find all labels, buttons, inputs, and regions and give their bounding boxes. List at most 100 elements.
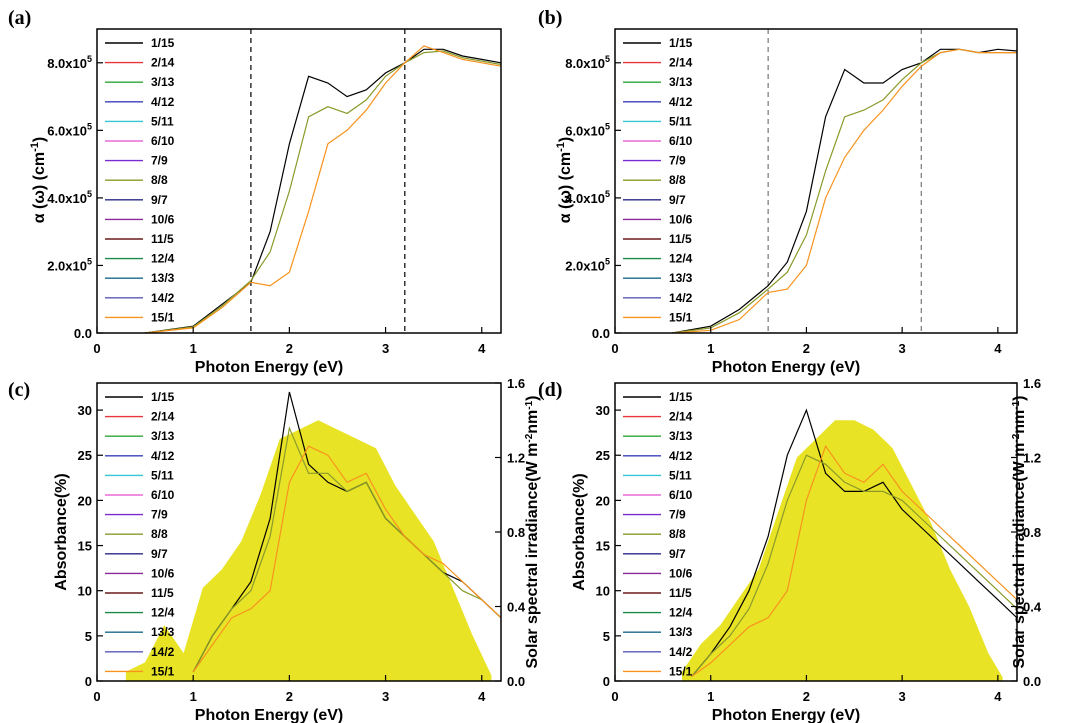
y-axis-label: α (ω) (cm-1): [29, 137, 48, 223]
x-tick-label: 0: [93, 689, 100, 704]
legend-label: 15/1: [151, 664, 175, 678]
legend-label: 12/4: [669, 606, 693, 620]
x-tick-label: 0: [611, 689, 618, 704]
x-tick-label: 1: [707, 341, 714, 356]
y2-tick-label: 0.0: [507, 674, 525, 689]
y2-tick-label: 1.6: [507, 376, 525, 391]
legend-label: 5/11: [669, 114, 692, 128]
panel-a: (a) 0 1 2 3 4 Photon Energy (eV) 0.0 2.0x105 4.0x…: [8, 7, 502, 376]
legend-label: 15/1: [669, 664, 693, 678]
panel-c: (c) 0 1 2 3 4 Photon Energy (eV) 0 5 10 15 20 25 30 Ab…: [8, 376, 541, 723]
legend-label: 4/12: [151, 95, 175, 109]
x-tick-label: 4: [478, 341, 486, 356]
legend-label: 9/7: [669, 193, 686, 207]
legend-label: 3/13: [669, 75, 693, 89]
legend-label: 3/13: [151, 75, 175, 89]
series-line-1-15: [672, 48, 1018, 334]
panel-label: (b): [538, 7, 562, 29]
legend-label: 4/12: [151, 449, 175, 463]
legend-label: 15/1: [669, 310, 693, 324]
legend-label: 13/3: [669, 625, 693, 639]
legend-label: 12/4: [669, 252, 693, 266]
legend-label: 7/9: [669, 508, 686, 522]
legend-label: 13/3: [669, 271, 693, 285]
x-tick-label: 3: [899, 689, 906, 704]
legend-label: 13/3: [151, 271, 175, 285]
series-line-15-1: [691, 444, 1018, 677]
legend-label: 10/6: [151, 566, 175, 580]
x-tick-label: 2: [286, 341, 293, 356]
legend-label: 11/5: [669, 232, 692, 246]
legend-label: 11/5: [151, 586, 174, 600]
y-tick-label: 2.0x105: [47, 256, 92, 273]
legend-label: 8/8: [669, 527, 686, 541]
y-tick-label: 25: [596, 448, 610, 463]
legend-label: 10/6: [669, 566, 693, 580]
legend-label: 14/2: [669, 291, 693, 305]
series-line-8-8: [672, 48, 1017, 334]
series-line-8-8: [192, 426, 502, 673]
x-tick-label: 1: [190, 689, 197, 704]
legend-label: 6/10: [151, 134, 175, 148]
y2-tick-label: 0.8: [1023, 525, 1041, 540]
legend-label: 2/14: [151, 56, 175, 70]
legend-label: 1/15: [669, 36, 693, 50]
x-tick-label: 4: [994, 341, 1002, 356]
legend-label: 14/2: [669, 645, 693, 659]
y-tick-label: 4.0x105: [565, 189, 610, 206]
solar-irradiance-area: [682, 420, 1003, 681]
y2-tick-label: 0.4: [1023, 600, 1042, 615]
y-tick-label: 2.0x105: [565, 256, 610, 273]
y-tick-label: 25: [78, 448, 92, 463]
x-axis-label: Photon Energy (eV): [712, 359, 860, 376]
legend-label: 13/3: [151, 625, 175, 639]
legend-label: 4/12: [669, 95, 693, 109]
y-tick-label: 15: [78, 539, 92, 554]
series-line-1-15: [691, 408, 1018, 677]
y2-tick-label: 1.2: [1023, 451, 1041, 466]
legend-label: 2/14: [669, 56, 693, 70]
y2-tick-label: 0.8: [507, 525, 525, 540]
legend-label: 9/7: [669, 547, 686, 561]
legend-label: 7/9: [669, 154, 686, 168]
y-axis-label: Absorbance(%): [571, 473, 588, 590]
x-tick-label: 2: [286, 689, 293, 704]
legend-label: 2/14: [669, 410, 693, 424]
y-tick-label: 8.0x105: [47, 54, 92, 71]
legend-label: 1/15: [151, 390, 175, 404]
legend-label: 14/2: [151, 645, 175, 659]
y-tick-label: 8.0x105: [565, 54, 610, 71]
legend-label: 11/5: [151, 232, 174, 246]
y-tick-label: 0: [85, 674, 92, 689]
y2-tick-label: 1.6: [1023, 376, 1041, 391]
y2-axis-label: Solar spectral irradiance(W m-2nm-1): [1011, 396, 1028, 669]
legend-label: 10/6: [151, 212, 175, 226]
legend-label: 10/6: [669, 212, 693, 226]
y-tick-label: 5: [603, 629, 610, 644]
x-tick-label: 0: [93, 341, 100, 356]
x-tick-label: 1: [707, 689, 714, 704]
series-line-8-8: [691, 454, 1018, 677]
y-axis-label: Absorbance(%): [53, 473, 70, 590]
y-tick-label: 30: [596, 403, 610, 418]
legend-label: 7/9: [151, 508, 168, 522]
x-axis-label: Photon Energy (eV): [712, 707, 860, 723]
legend-label: 8/8: [151, 173, 168, 187]
x-tick-label: 2: [803, 341, 810, 356]
y-axis-label: α (ω) (cm-1): [555, 137, 574, 223]
x-axis-label: Photon Energy (eV): [195, 359, 343, 376]
legend-label: 9/7: [151, 547, 168, 561]
legend-label: 8/8: [151, 527, 168, 541]
y2-tick-label: 1.2: [507, 451, 525, 466]
legend-label: 6/10: [669, 488, 693, 502]
legend-label: 11/5: [669, 586, 692, 600]
y-tick-label: 6.0x105: [47, 121, 92, 138]
y-tick-label: 20: [596, 493, 610, 508]
y-tick-label: 15: [596, 539, 610, 554]
legend-label: 3/13: [151, 429, 175, 443]
legend-label: 1/15: [669, 390, 693, 404]
x-tick-label: 4: [478, 689, 486, 704]
legend-label: 2/14: [151, 410, 175, 424]
legend-label: 5/11: [669, 468, 692, 482]
